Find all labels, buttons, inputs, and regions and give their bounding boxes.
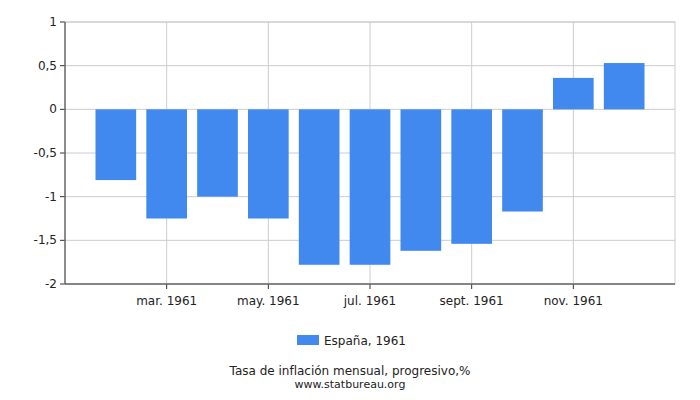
y-tick <box>60 65 65 66</box>
y-tick-label: 1 <box>49 15 57 29</box>
x-tick <box>268 284 269 289</box>
chart-svg: -2 -1,5 -1 -0,5 0 0,5 1 mar. 1961 may. 1961 jul. … <box>0 0 700 400</box>
y-tick <box>60 109 65 110</box>
bars <box>96 63 645 265</box>
x-tick <box>573 284 574 289</box>
y-tick-label: -1,5 <box>34 233 57 247</box>
grid <box>65 22 675 284</box>
y-tick-label: 0,5 <box>38 59 57 73</box>
bar <box>197 109 238 196</box>
legend-swatch <box>297 335 319 345</box>
x-grid-line <box>573 22 574 284</box>
legend-label: España, 1961 <box>324 334 406 348</box>
y-tick-label: -2 <box>45 277 57 291</box>
x-tick <box>166 284 167 289</box>
y-tick <box>60 22 65 23</box>
x-tick <box>471 284 472 289</box>
bar <box>553 78 594 109</box>
bar <box>299 109 340 264</box>
bar <box>502 109 543 211</box>
title: Tasa de inflación mensual, progresivo,% <box>229 364 471 378</box>
legend: España, 1961 <box>297 334 406 348</box>
bar <box>451 109 492 243</box>
y-tick-label: -1 <box>45 190 57 204</box>
y-tick <box>60 240 65 241</box>
y-tick-label: -0,5 <box>34 146 57 160</box>
bar <box>350 109 391 264</box>
chart-container: -2 -1,5 -1 -0,5 0 0,5 1 mar. 1961 may. 1961 jul. … <box>0 0 700 400</box>
y-grid-line <box>65 284 675 285</box>
bar <box>146 109 187 218</box>
x-tick-label: may. 1961 <box>237 294 300 308</box>
x-tick-label: mar. 1961 <box>136 294 197 308</box>
bar <box>248 109 289 218</box>
x-tick-label: sept. 1961 <box>440 294 504 308</box>
y-tick <box>60 284 65 285</box>
x-axis-line <box>65 284 675 285</box>
y-axis-line <box>65 22 66 284</box>
bar <box>604 63 645 109</box>
bar <box>96 109 137 180</box>
plot-frame <box>65 22 675 284</box>
x-tick-label: jul. 1961 <box>343 294 396 308</box>
y-tick <box>60 196 65 197</box>
bar <box>401 109 442 250</box>
x-tick-label: nov. 1961 <box>544 294 603 308</box>
subtitle: www.statbureau.org <box>295 378 406 391</box>
x-tick <box>370 284 371 289</box>
y-tick <box>60 153 65 154</box>
y-tick-label: 0 <box>49 102 57 116</box>
